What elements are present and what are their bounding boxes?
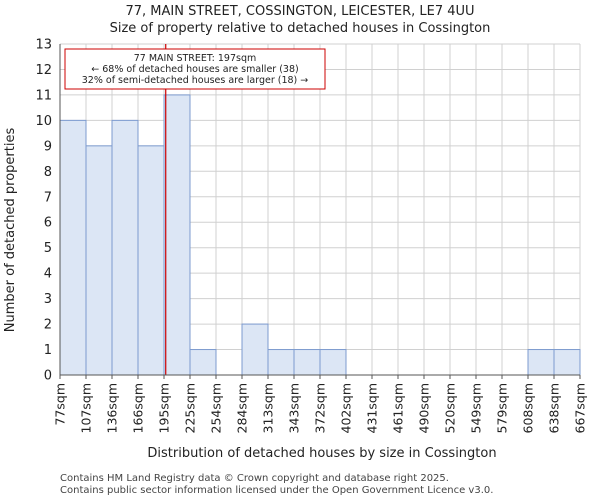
- x-tick-label: 638sqm: [547, 383, 562, 433]
- histogram-bar: [163, 94, 191, 376]
- histogram-bar: [241, 323, 269, 376]
- y-tick-label: 13: [35, 38, 52, 53]
- x-tick-label: 431sqm: [365, 383, 380, 433]
- x-tick-label: 313sqm: [261, 383, 276, 433]
- histogram-bar: [189, 349, 217, 376]
- x-tick-label: 549sqm: [469, 383, 484, 433]
- annotation-line-1: 77 MAIN STREET: 197sqm: [134, 53, 257, 64]
- y-tick-label: 3: [44, 292, 52, 307]
- x-tick-label: 579sqm: [495, 383, 510, 433]
- annotation-line-2: ← 68% of detached houses are smaller (38…: [91, 64, 298, 75]
- x-tick-label: 520sqm: [443, 383, 458, 433]
- annotation-frame: [64, 48, 326, 90]
- x-tick-label: 166sqm: [131, 383, 146, 433]
- x-axis-label: Distribution of detached houses by size …: [147, 446, 496, 461]
- bars-layer: [59, 94, 581, 376]
- y-tick-label: 2: [44, 318, 52, 333]
- y-tick-label: 12: [35, 63, 52, 78]
- x-tick-label: 608sqm: [521, 383, 536, 433]
- footer-licence: Contains public sector information licen…: [60, 485, 494, 496]
- y-axis-label: Number of detached properties: [3, 128, 18, 333]
- histogram-bar: [267, 349, 295, 376]
- annotation-box: 77 MAIN STREET: 197sqm ← 68% of detached…: [64, 48, 326, 90]
- histogram-bar: [137, 145, 165, 376]
- histogram-bar: [527, 349, 555, 376]
- histogram-bar: [293, 349, 321, 376]
- x-tick-label: 254sqm: [209, 383, 224, 433]
- x-tick-label: 107sqm: [79, 383, 94, 433]
- y-tick-label: 5: [44, 241, 52, 256]
- x-tick-label: 136sqm: [105, 383, 120, 433]
- y-tick-label: 7: [44, 190, 52, 205]
- y-tick-label: 10: [35, 114, 52, 129]
- x-tick-label: 372sqm: [313, 383, 328, 433]
- x-tick-label: 461sqm: [391, 383, 406, 433]
- footer-copyright: Contains HM Land Registry data © Crown c…: [60, 473, 449, 484]
- x-tick-label: 77sqm: [53, 383, 68, 426]
- chart-subtitle: Size of property relative to detached ho…: [109, 21, 491, 36]
- histogram-bar: [111, 119, 139, 376]
- x-tick-label: 195sqm: [157, 383, 172, 433]
- y-tick-label: 4: [44, 267, 52, 282]
- x-tick-label: 343sqm: [287, 383, 302, 433]
- chart-title: 77, MAIN STREET, COSSINGTON, LEICESTER, …: [125, 4, 475, 19]
- x-tick-label: 667sqm: [573, 383, 588, 433]
- y-tick-label: 9: [44, 139, 52, 154]
- y-tick-label: 0: [44, 369, 52, 384]
- x-tick-label: 225sqm: [183, 383, 198, 433]
- histogram-bar: [59, 119, 87, 376]
- y-tick-label: 6: [44, 216, 52, 231]
- y-tick-label: 8: [44, 165, 52, 180]
- x-tick-label: 402sqm: [339, 383, 354, 433]
- histogram-bar: [553, 349, 581, 376]
- x-tick-label: 490sqm: [417, 383, 432, 433]
- x-tick-label: 284sqm: [235, 383, 250, 433]
- histogram-bar: [319, 349, 347, 376]
- histogram-bar: [85, 145, 113, 376]
- y-tick-label: 11: [35, 88, 52, 103]
- annotation-line-3: 32% of semi-detached houses are larger (…: [82, 75, 309, 86]
- y-tick-label: 1: [44, 343, 52, 358]
